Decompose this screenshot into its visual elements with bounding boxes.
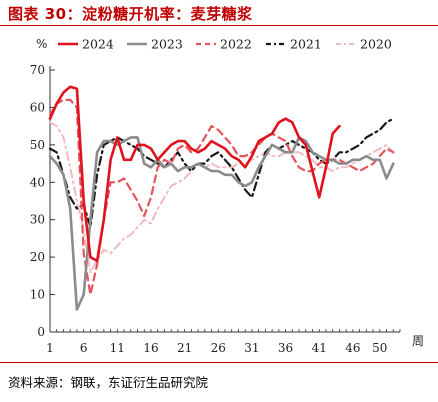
legend-label-2023: 2023 <box>151 37 183 52</box>
series-layer <box>48 85 395 311</box>
title-rule <box>0 25 438 26</box>
y-tick-label-40: 40 <box>30 175 45 189</box>
y-tick-label-70: 70 <box>30 63 45 77</box>
legend-label-2022: 2022 <box>220 37 252 52</box>
x-tick-label-50: 50 <box>372 341 387 355</box>
y-tick-label-50: 50 <box>30 138 45 152</box>
x-tick-label-41: 41 <box>312 341 327 355</box>
legend-label-2021: 2021 <box>290 37 322 52</box>
y-tick-label-20: 20 <box>30 250 45 264</box>
series-line-2022 <box>48 98 395 296</box>
legend-label-2024: 2024 <box>82 37 114 52</box>
source-note: 资料来源：钢联，东证衍生品研究院 <box>8 375 209 390</box>
y-tick-label-60: 60 <box>30 100 45 114</box>
series-line-2021 <box>48 117 395 229</box>
series-line-2020 <box>49 121 395 274</box>
chart-title: 图表 30：淀粉糖开机率：麦芽糖浆 <box>8 5 253 23</box>
x-tick-label-1: 1 <box>46 341 54 355</box>
legend: 2024 2023 2022 2021 2020 <box>58 37 392 52</box>
x-tick-label-46: 46 <box>345 341 360 355</box>
series-line-2023 <box>48 136 395 311</box>
y-tick-label-30: 30 <box>30 213 45 227</box>
x-tick-label-16: 16 <box>143 341 158 355</box>
x-tick-label-6: 6 <box>80 341 88 355</box>
legend-label-2020: 2020 <box>360 37 392 52</box>
series-line-2024 <box>48 85 341 263</box>
x-tick-label-11: 11 <box>110 341 125 355</box>
y-tick-label-10: 10 <box>30 288 45 302</box>
x-tick-label-26: 26 <box>211 341 226 355</box>
x-tick-label-36: 36 <box>278 341 293 355</box>
x-tick-label-31: 31 <box>244 341 259 355</box>
y-unit-label: % <box>36 37 47 51</box>
y-tick-label-0: 0 <box>37 325 45 339</box>
x-tick-label-21: 21 <box>177 341 192 355</box>
x-unit-label: 周 <box>412 334 424 348</box>
source-rule <box>0 362 438 363</box>
